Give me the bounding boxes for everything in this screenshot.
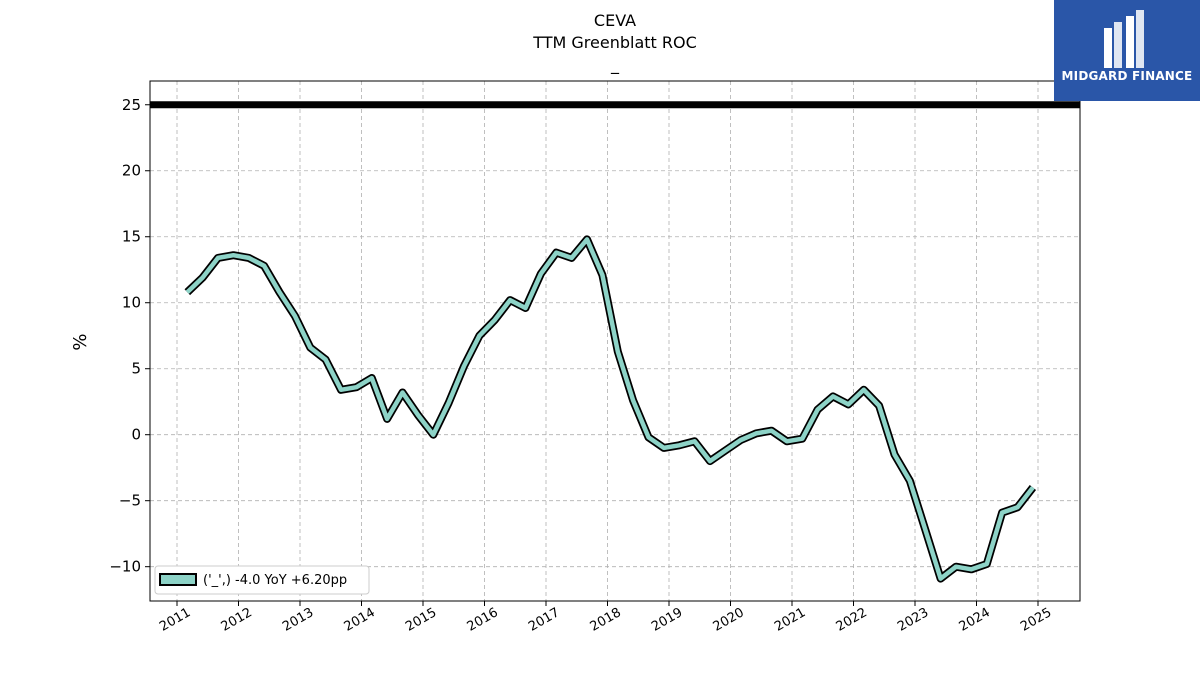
x-tick-label: 2014 bbox=[342, 605, 378, 635]
legend-box bbox=[154, 565, 370, 595]
y-axis-label: % bbox=[70, 333, 91, 350]
x-tick-label: 2017 bbox=[526, 605, 562, 635]
x-tick-label: 2020 bbox=[711, 605, 747, 635]
x-tick-label: 2021 bbox=[772, 605, 808, 635]
x-tick-label: 2019 bbox=[649, 605, 685, 635]
brand-logo: MIDGARD FINANCE bbox=[1054, 0, 1200, 101]
legend-label: ('_',) -4.0 YoY +6.20pp bbox=[203, 573, 347, 588]
series-layer bbox=[150, 101, 1080, 583]
y-tick-label: −10 bbox=[109, 558, 141, 576]
chart-subtitle: TTM Greenblatt ROC bbox=[533, 33, 697, 52]
y-tick-label: −5 bbox=[119, 492, 141, 510]
y-tick-label: 15 bbox=[122, 228, 141, 246]
chart-title: CEVA bbox=[593, 11, 637, 30]
y-tick-label: 0 bbox=[131, 426, 141, 444]
y-tick-label: 25 bbox=[122, 96, 141, 114]
x-tick-label: 2025 bbox=[1018, 605, 1054, 635]
series-line-outline bbox=[184, 235, 1037, 583]
x-tick-label: 2016 bbox=[465, 605, 501, 635]
chart-sub-subtitle: _ bbox=[611, 55, 619, 74]
brand-name: MIDGARD FINANCE bbox=[1061, 69, 1193, 83]
x-tick-label: 2011 bbox=[157, 605, 193, 635]
y-tick-label: 10 bbox=[122, 294, 141, 312]
x-tick-label: 2024 bbox=[957, 605, 993, 635]
x-tick-label: 2022 bbox=[834, 605, 870, 635]
y-tick-label: 5 bbox=[131, 360, 141, 378]
logo-mark-icon bbox=[1104, 10, 1144, 68]
x-tick-label: 2015 bbox=[403, 605, 439, 635]
x-tick-label: 2023 bbox=[895, 605, 931, 635]
x-tick-label: 2013 bbox=[280, 605, 316, 635]
axis-ticks: 2011 2012 2013 2014 2015 2016 2017 2018 2019 2020… bbox=[109, 96, 1054, 635]
plot-frame bbox=[149, 80, 1081, 602]
x-tick-label: 2012 bbox=[219, 605, 255, 635]
legend: ('_',) -4.0 YoY +6.20pp bbox=[154, 565, 370, 595]
x-tick-label: 2018 bbox=[588, 605, 624, 635]
series-line bbox=[185, 237, 1035, 581]
y-tick-label: 20 bbox=[122, 162, 141, 180]
legend-swatch bbox=[159, 573, 197, 586]
